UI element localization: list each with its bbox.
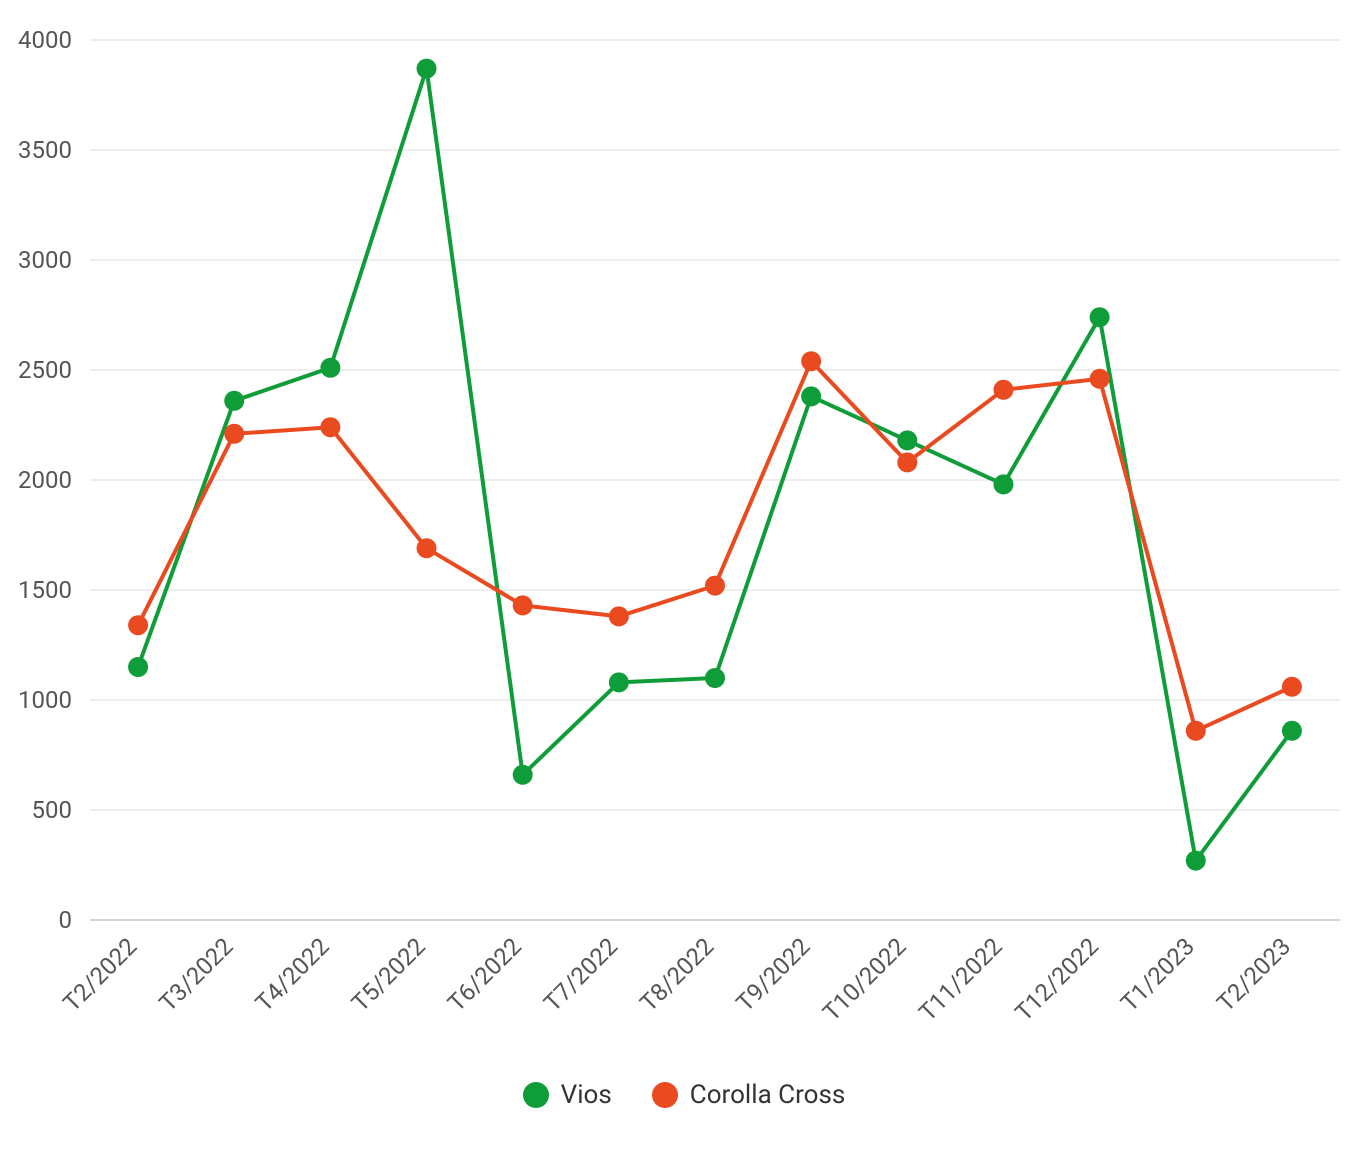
- y-tick-label: 1500: [18, 576, 72, 604]
- x-tick: T6/2022: [442, 932, 527, 1017]
- y-tick-label: 3500: [18, 136, 72, 164]
- x-tick: T5/2022: [346, 932, 431, 1017]
- chart-legend: Vios Corolla Cross: [0, 1080, 1368, 1110]
- data-point: [417, 59, 437, 79]
- x-tick-label: T4/2022: [250, 932, 335, 1017]
- data-point: [1090, 369, 1110, 389]
- x-tick: T1/2023: [1115, 932, 1200, 1017]
- x-tick-label: T2/2022: [58, 932, 143, 1017]
- data-point: [609, 606, 629, 626]
- legend-dot-icon: [523, 1082, 549, 1108]
- x-tick-label: T12/2022: [1010, 932, 1104, 1026]
- y-tick-label: 1000: [18, 686, 72, 714]
- x-tick: T12/2022: [1010, 932, 1104, 1026]
- x-tick: T10/2022: [817, 932, 911, 1026]
- data-point: [224, 424, 244, 444]
- y-tick-label: 2000: [18, 466, 72, 494]
- data-point: [993, 474, 1013, 494]
- data-point: [1282, 677, 1302, 697]
- x-tick-label: T11/2022: [914, 932, 1008, 1026]
- data-point: [128, 657, 148, 677]
- legend-dot-icon: [652, 1082, 678, 1108]
- x-tick-label: T6/2022: [442, 932, 527, 1017]
- legend-label: Corolla Cross: [690, 1080, 846, 1110]
- y-tick-label: 2500: [18, 356, 72, 384]
- x-tick: T2/2023: [1212, 932, 1297, 1017]
- data-point: [1090, 307, 1110, 327]
- x-tick-label: T10/2022: [817, 932, 911, 1026]
- data-point: [801, 386, 821, 406]
- data-point: [897, 430, 917, 450]
- x-tick: T11/2022: [914, 932, 1008, 1026]
- x-tick: T9/2022: [731, 932, 816, 1017]
- data-point: [1282, 721, 1302, 741]
- legend-label: Vios: [561, 1080, 612, 1110]
- data-point: [705, 576, 725, 596]
- line-chart: 05001000150020002500300035004000T2/2022T…: [0, 0, 1368, 1154]
- x-tick-label: T1/2023: [1115, 932, 1200, 1017]
- data-point: [801, 351, 821, 371]
- x-tick: T4/2022: [250, 932, 335, 1017]
- y-tick-label: 3000: [18, 246, 72, 274]
- legend-item: Vios: [523, 1080, 612, 1110]
- x-tick: T7/2022: [538, 932, 623, 1017]
- x-tick: T3/2022: [154, 932, 239, 1017]
- x-tick-label: T7/2022: [538, 932, 623, 1017]
- data-point: [897, 452, 917, 472]
- data-point: [993, 380, 1013, 400]
- data-point: [224, 391, 244, 411]
- data-point: [513, 595, 533, 615]
- y-tick-label: 4000: [18, 26, 72, 54]
- data-point: [320, 417, 340, 437]
- y-tick-label: 0: [59, 906, 73, 934]
- y-tick-label: 500: [32, 796, 72, 824]
- data-point: [128, 615, 148, 635]
- legend-item: Corolla Cross: [652, 1080, 846, 1110]
- x-tick: T8/2022: [635, 932, 720, 1017]
- x-tick-label: T2/2023: [1212, 932, 1297, 1017]
- x-tick-label: T8/2022: [635, 932, 720, 1017]
- x-tick: T2/2022: [58, 932, 143, 1017]
- data-point: [417, 538, 437, 558]
- data-point: [513, 765, 533, 785]
- x-tick-label: T5/2022: [346, 932, 431, 1017]
- series-line: [138, 69, 1292, 861]
- data-point: [609, 672, 629, 692]
- data-point: [705, 668, 725, 688]
- data-point: [1186, 851, 1206, 871]
- data-point: [1186, 721, 1206, 741]
- chart-svg: 05001000150020002500300035004000T2/2022T…: [0, 0, 1368, 1154]
- x-tick-label: T3/2022: [154, 932, 239, 1017]
- data-point: [320, 358, 340, 378]
- x-tick-label: T9/2022: [731, 932, 816, 1017]
